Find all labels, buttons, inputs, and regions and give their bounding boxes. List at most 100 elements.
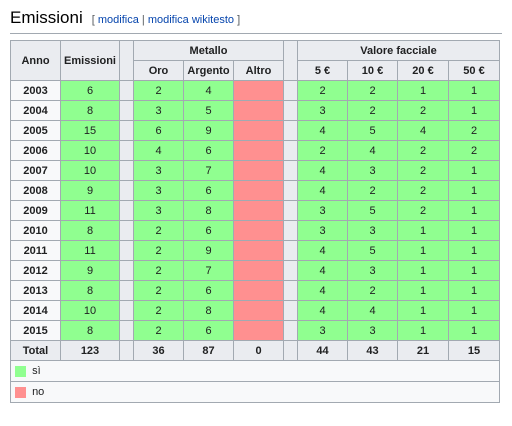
table-row: 2014 10 2 8 4 4 1 1 xyxy=(10,300,500,321)
gold-cell: 2 xyxy=(133,80,184,101)
value-20-cell: 1 xyxy=(397,300,449,321)
total-50-euro: 15 xyxy=(448,340,500,361)
column-gap xyxy=(119,300,134,321)
header-gold: Oro xyxy=(133,60,184,81)
column-gap xyxy=(119,260,134,281)
year-cell: 2009 xyxy=(10,200,61,221)
column-gap xyxy=(283,40,298,81)
year-cell: 2012 xyxy=(10,260,61,281)
column-gap xyxy=(119,320,134,341)
column-gap xyxy=(119,140,134,161)
silver-cell: 4 xyxy=(183,80,234,101)
other-cell xyxy=(233,140,284,161)
year-cell: 2007 xyxy=(10,160,61,181)
value-5-cell: 2 xyxy=(297,140,348,161)
header-year: Anno xyxy=(10,40,61,81)
column-gap xyxy=(119,200,134,221)
edit-section-links: [ modifica | modifica wikitesto ] xyxy=(92,14,240,26)
value-20-cell: 2 xyxy=(397,160,449,181)
other-cell xyxy=(233,120,284,141)
other-cell xyxy=(233,80,284,101)
value-50-cell: 2 xyxy=(448,120,500,141)
value-20-cell: 2 xyxy=(397,200,449,221)
column-gap xyxy=(119,160,134,181)
column-gap xyxy=(283,240,298,261)
header-50-euro: 50 € xyxy=(448,60,500,81)
gold-cell: 3 xyxy=(133,180,184,201)
other-cell xyxy=(233,160,284,181)
column-gap xyxy=(119,180,134,201)
header-emissions: Emissioni xyxy=(60,40,120,81)
gold-cell: 2 xyxy=(133,240,184,261)
emissions-cell: 9 xyxy=(60,180,120,201)
other-cell xyxy=(233,180,284,201)
value-20-cell: 2 xyxy=(397,100,449,121)
value-5-cell: 4 xyxy=(297,300,348,321)
year-cell: 2008 xyxy=(10,180,61,201)
total-label: Total xyxy=(10,340,61,361)
column-gap xyxy=(283,120,298,141)
silver-cell: 8 xyxy=(183,300,234,321)
legend-no: no xyxy=(10,381,500,403)
value-5-cell: 2 xyxy=(297,80,348,101)
emissions-cell: 8 xyxy=(60,320,120,341)
value-10-cell: 3 xyxy=(347,260,398,281)
value-10-cell: 2 xyxy=(347,280,398,301)
table-row: 2006 10 4 6 2 4 2 2 xyxy=(10,140,500,161)
value-50-cell: 1 xyxy=(448,220,500,241)
value-20-cell: 1 xyxy=(397,80,449,101)
total-5-euro: 44 xyxy=(297,340,348,361)
year-cell: 2005 xyxy=(10,120,61,141)
value-20-cell: 2 xyxy=(397,180,449,201)
value-50-cell: 2 xyxy=(448,140,500,161)
year-cell: 2004 xyxy=(10,100,61,121)
emissions-cell: 10 xyxy=(60,160,120,181)
table-row: 2011 11 2 9 4 5 1 1 xyxy=(10,240,500,261)
column-gap xyxy=(283,200,298,221)
column-gap xyxy=(283,80,298,101)
table-row: 2005 15 6 9 4 5 4 2 xyxy=(10,120,500,141)
table-row: 2013 8 2 6 4 2 1 1 xyxy=(10,280,500,301)
value-20-cell: 1 xyxy=(397,220,449,241)
value-10-cell: 4 xyxy=(347,300,398,321)
edit-link[interactable]: modifica xyxy=(97,14,139,26)
value-5-cell: 4 xyxy=(297,120,348,141)
value-5-cell: 4 xyxy=(297,260,348,281)
other-cell xyxy=(233,240,284,261)
emissions-cell: 11 xyxy=(60,240,120,261)
silver-cell: 9 xyxy=(183,240,234,261)
value-50-cell: 1 xyxy=(448,260,500,281)
legend-swatch-no xyxy=(15,386,26,398)
gold-cell: 2 xyxy=(133,260,184,281)
year-cell: 2015 xyxy=(10,320,61,341)
value-50-cell: 1 xyxy=(448,320,500,341)
emissions-cell: 8 xyxy=(60,220,120,241)
edit-separator: | xyxy=(141,14,145,26)
emissions-table-wrapper: Anno Emissioni Metallo Valore facciale O… xyxy=(10,40,500,403)
emissions-cell: 6 xyxy=(60,80,120,101)
column-gap xyxy=(283,300,298,321)
silver-cell: 9 xyxy=(183,120,234,141)
value-20-cell: 4 xyxy=(397,120,449,141)
total-silver: 87 xyxy=(183,340,234,361)
column-gap xyxy=(283,280,298,301)
edit-bracket-close: ] xyxy=(237,14,241,26)
legend-no-label: no xyxy=(32,386,45,398)
header-other: Altro xyxy=(233,60,284,81)
header-face-value: Valore facciale xyxy=(297,40,500,61)
value-10-cell: 2 xyxy=(347,180,398,201)
gold-cell: 3 xyxy=(133,200,184,221)
silver-cell: 7 xyxy=(183,160,234,181)
value-10-cell: 5 xyxy=(347,240,398,261)
year-cell: 2013 xyxy=(10,280,61,301)
emissions-cell: 9 xyxy=(60,260,120,281)
table-row: 2015 8 2 6 3 3 1 1 xyxy=(10,320,500,341)
column-gap xyxy=(119,40,134,81)
silver-cell: 6 xyxy=(183,280,234,301)
column-gap xyxy=(119,220,134,241)
silver-cell: 6 xyxy=(183,320,234,341)
edit-wikitext-link[interactable]: modifica wikitesto xyxy=(147,14,235,26)
column-gap xyxy=(283,220,298,241)
value-5-cell: 4 xyxy=(297,280,348,301)
value-20-cell: 1 xyxy=(397,280,449,301)
